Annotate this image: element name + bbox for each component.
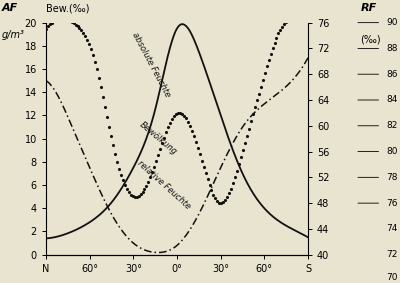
Text: (‰): (‰): [360, 34, 381, 44]
Text: 90: 90: [386, 18, 398, 27]
Text: Bewölkung: Bewölkung: [138, 121, 179, 157]
Text: RF: RF: [360, 3, 377, 13]
Text: AF: AF: [2, 3, 18, 13]
Text: absolute Feuchte: absolute Feuchte: [130, 31, 172, 98]
Text: 86: 86: [386, 70, 398, 79]
Text: relative Feuchte: relative Feuchte: [136, 159, 192, 211]
Text: 74: 74: [386, 224, 398, 233]
Text: 80: 80: [386, 147, 398, 156]
Text: 88: 88: [386, 44, 398, 53]
Text: 72: 72: [386, 250, 398, 259]
Text: 70: 70: [386, 273, 398, 282]
Text: 78: 78: [386, 173, 398, 182]
Text: Bew.(‰): Bew.(‰): [46, 3, 90, 13]
Text: 84: 84: [386, 95, 398, 104]
Text: 82: 82: [386, 121, 398, 130]
Text: g/m³: g/m³: [2, 30, 24, 40]
Text: 76: 76: [386, 199, 398, 208]
